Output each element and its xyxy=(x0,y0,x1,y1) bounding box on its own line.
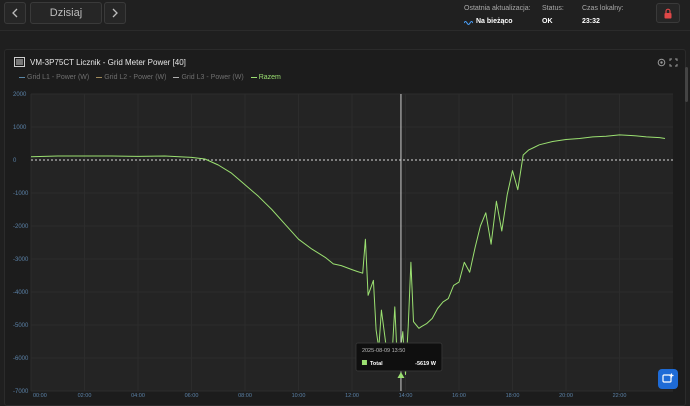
x-tick-label: 04:00 xyxy=(131,393,145,399)
y-tick-label: -7000 xyxy=(13,389,29,395)
x-tick-label: 12:00 xyxy=(345,393,359,399)
status-block: Status: OK xyxy=(542,4,564,28)
x-tick-label: 02:00 xyxy=(78,393,92,399)
legend-label: Grid L1 - Power (W) xyxy=(27,73,90,81)
expand-icon[interactable] xyxy=(669,58,678,67)
y-tick-label: -5000 xyxy=(13,323,29,329)
chevron-right-icon xyxy=(112,8,118,18)
last-update-label: Ostatnia aktualizacja: xyxy=(464,5,531,12)
next-day-button[interactable] xyxy=(104,2,126,24)
legend-swatch xyxy=(19,76,25,78)
tooltip-swatch xyxy=(361,360,367,365)
prev-day-button[interactable] xyxy=(4,2,26,24)
wave-icon xyxy=(464,20,473,25)
x-tick-label: 10:00 xyxy=(292,393,306,399)
top-bar: Dzisiaj Ostatnia aktualizacja: Na bieżąc… xyxy=(0,0,690,31)
page-scrollbar[interactable] xyxy=(685,67,688,102)
series-line-razem xyxy=(30,134,666,375)
x-tick-label: 16:00 xyxy=(452,393,466,399)
chart-legend: Grid L1 - Power (W) Grid L2 - Power (W) Gr… xyxy=(19,71,281,83)
local-time-label: Czas lokalny: xyxy=(582,5,624,12)
chevron-left-icon xyxy=(12,8,18,18)
status-value: OK xyxy=(542,18,553,25)
status-label: Status: xyxy=(542,5,564,12)
x-tick-label: 20:00 xyxy=(559,393,573,399)
legend-item-2[interactable]: Grid L3 - Power (W) xyxy=(173,73,244,81)
legend-item-3[interactable]: Razem xyxy=(250,73,281,81)
panel-title: VM-3P75CT Licznik - Grid Meter Power [40… xyxy=(30,58,186,67)
y-tick-label: 0 xyxy=(13,158,17,164)
y-tick-label: -2000 xyxy=(13,224,29,230)
legend-swatch xyxy=(250,76,257,78)
legend-item-1[interactable]: Grid L2 - Power (W) xyxy=(96,74,166,81)
legend-swatch xyxy=(96,76,103,78)
panel-header: VM-3P75CT Licznik - Grid Meter Power [40… xyxy=(5,50,685,72)
device-icon xyxy=(14,57,25,67)
power-line-chart[interactable]: 2000 1000 0 -1000 -2000 -3000 -4000 -5000 -6000 -… xyxy=(5,50,685,405)
x-tick-label: 14:00 xyxy=(399,393,413,399)
local-time-value: 23:32 xyxy=(582,18,600,25)
x-tick-label: 08:00 xyxy=(238,393,252,399)
gear-icon[interactable] xyxy=(657,58,666,67)
lock-icon xyxy=(664,8,672,18)
y-tick-label: -1000 xyxy=(13,191,29,197)
legend-label: Razem xyxy=(258,73,281,81)
lock-button[interactable] xyxy=(656,3,680,23)
x-tick-label: 22:00 xyxy=(613,393,627,399)
local-time-block: Czas lokalny: 23:32 xyxy=(582,4,624,28)
last-update-block: Ostatnia aktualizacja: Na bieżąco xyxy=(464,4,531,28)
legend-label: Grid L2 - Power (W) xyxy=(104,73,167,81)
last-update-value: Na bieżąco xyxy=(476,18,513,25)
y-tick-label: -6000 xyxy=(13,356,29,362)
tooltip-value: -5619 W xyxy=(415,361,437,367)
chat-plus-icon xyxy=(662,373,674,383)
chat-fab-button[interactable] xyxy=(658,369,678,389)
date-selector[interactable]: Dzisiaj xyxy=(30,2,102,24)
y-tick-label: -4000 xyxy=(13,290,29,296)
x-tick-label: 06:00 xyxy=(185,393,199,399)
y-tick-label: 2000 xyxy=(13,92,27,98)
last-update-value-row: Na bieżąco xyxy=(464,16,531,28)
tooltip-box xyxy=(355,342,443,372)
date-label: Dzisiaj xyxy=(49,7,83,19)
y-tick-label: -3000 xyxy=(13,257,29,263)
legend-item-0[interactable]: Grid L1 - Power (W) xyxy=(19,74,89,81)
tooltip-series-label: Total xyxy=(370,361,383,367)
legend-swatch xyxy=(173,76,180,78)
x-tick-label: 18:00 xyxy=(506,393,520,399)
y-tick-label: 1000 xyxy=(13,125,27,131)
legend-label: Grid L3 - Power (W) xyxy=(181,73,244,81)
tooltip-time: 2025-08-09 13:50 xyxy=(362,348,405,354)
x-tick-label: 00:00 xyxy=(33,393,47,399)
chart-panel: VM-3P75CT Licznik - Grid Meter Power [40… xyxy=(4,49,686,406)
cursor-marker-icon xyxy=(397,372,405,378)
